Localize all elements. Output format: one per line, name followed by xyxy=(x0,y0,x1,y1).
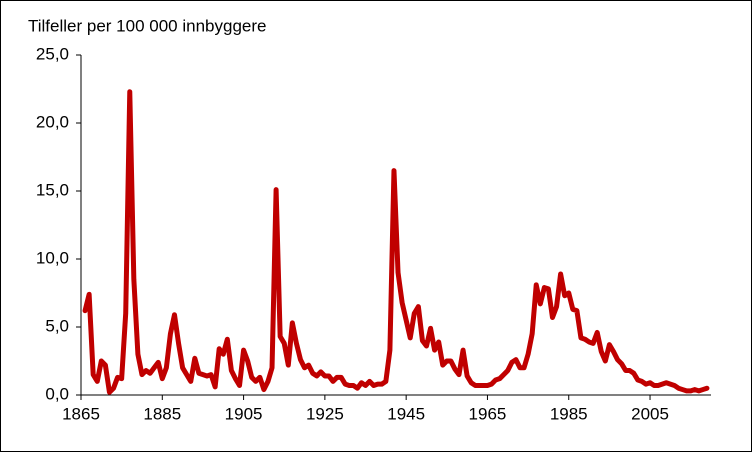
y-tick-label: 15,0 xyxy=(36,180,69,199)
x-tick-label: 1905 xyxy=(225,404,263,423)
data-line xyxy=(82,89,710,395)
x-tick-label: 1865 xyxy=(62,404,100,423)
x-tick-label: 1885 xyxy=(143,404,181,423)
y-tick-label: 5,0 xyxy=(45,316,69,335)
x-tick-label: 1945 xyxy=(387,404,425,423)
x-tick-label: 1965 xyxy=(469,404,507,423)
y-tick-label: 10,0 xyxy=(36,248,69,267)
chart-title: Tilfeller per 100 000 innbyggere xyxy=(28,16,266,35)
x-tick-label: 1985 xyxy=(550,404,588,423)
y-tick-label: 0,0 xyxy=(45,384,69,403)
y-tick-label: 20,0 xyxy=(36,112,69,131)
x-tick-label: 1925 xyxy=(306,404,344,423)
x-tick-label: 2005 xyxy=(631,404,669,423)
y-tick-label: 25,0 xyxy=(36,44,69,63)
